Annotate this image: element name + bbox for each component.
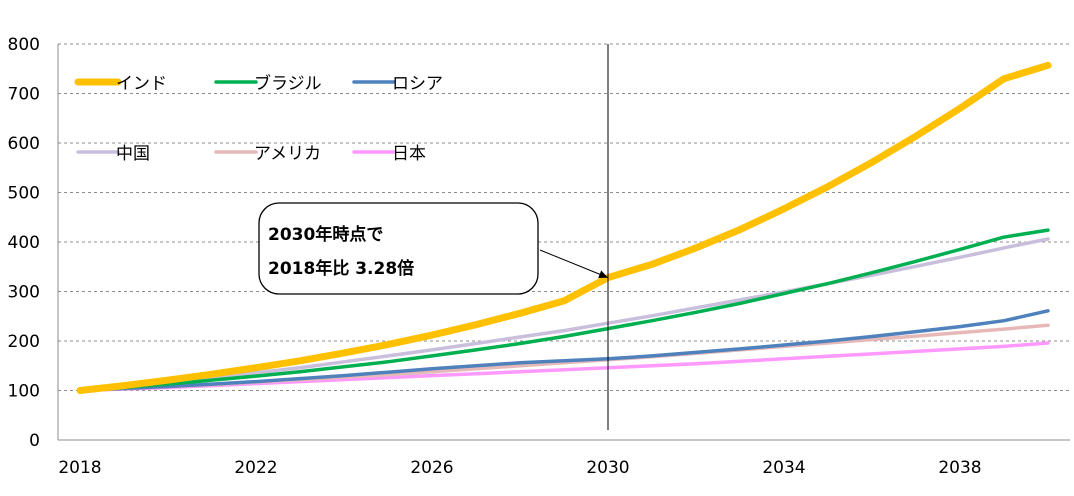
x-tick-label: 2026: [410, 458, 453, 478]
y-tick-label: 600: [8, 134, 40, 154]
series-line-2: [78, 309, 1050, 393]
y-tick-label: 500: [8, 184, 40, 204]
legend-label: アメリカ: [254, 144, 321, 164]
series-line-0: [76, 61, 1052, 394]
y-axis-ticks: 0 100 200 300 400 500 600 700 800: [8, 35, 40, 451]
grid-lines: [58, 43, 1070, 391]
y-tick-label: 700: [8, 85, 40, 105]
axes: [57, 44, 1070, 441]
callout-arrowhead: [598, 270, 608, 278]
y-tick-label: 200: [8, 332, 40, 352]
callout-arrow: [539, 249, 609, 279]
series-line-3: [78, 237, 1050, 393]
series-lines: [76, 61, 1052, 394]
legend-label: インド: [116, 74, 167, 94]
callout-line-2: 2018年比 3.28倍: [268, 258, 414, 279]
y-tick-label: 0: [29, 431, 40, 451]
x-axis-ticks: 2018 2022 2026 2030 2034 2038: [58, 458, 981, 478]
y-tick-label: 400: [8, 233, 40, 253]
series-line-1: [78, 228, 1050, 393]
x-tick-label: 2034: [762, 458, 805, 478]
y-tick-label: 300: [8, 283, 40, 303]
callout-box: [258, 202, 539, 295]
y-tick-label: 100: [8, 382, 40, 402]
legend-label: ブラジル: [254, 73, 322, 94]
legend-label: 日本: [392, 144, 426, 164]
x-tick-label: 2030: [586, 458, 629, 478]
callout-line-1: 2030年時点で: [268, 224, 383, 245]
legend-label: ロシア: [392, 74, 443, 94]
x-tick-label: 2038: [938, 458, 981, 478]
x-tick-label: 2018: [58, 458, 101, 478]
y-tick-label: 800: [8, 35, 40, 55]
x-tick-label: 2022: [234, 458, 277, 478]
annotation-callout: 2030年時点で 2018年比 3.28倍: [258, 202, 609, 295]
legend-label: 中国: [116, 144, 150, 164]
